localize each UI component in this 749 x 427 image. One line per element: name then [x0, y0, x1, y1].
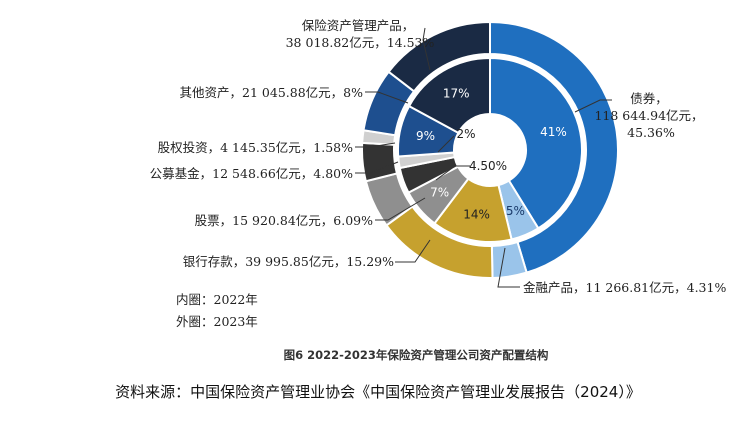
- inner-ring-label-6: 9%: [416, 129, 435, 143]
- leader-line-bond: [574, 99, 612, 113]
- inner-ring-label-3: 7%: [430, 186, 449, 200]
- source-note: 资料来源：中国保险资产管理业协会《中国保险资产管理业发展报告（2024）》: [115, 383, 641, 401]
- leader-line-inner-equity: [437, 135, 455, 153]
- outer-ring-slice-0: [489, 20, 619, 274]
- leader-lines: [355, 27, 612, 288]
- outer-ring-slice-7: [387, 20, 491, 93]
- label-bank-deposits: 银行存款，39 995.85亿元，15.29%: [183, 254, 394, 269]
- leader-line-amp: [422, 27, 431, 71]
- inner-ring-label-1: 5%: [506, 204, 525, 218]
- outer-ring-2023: [361, 20, 619, 279]
- inner-ring-label-7: 17%: [443, 86, 470, 100]
- label-public-funds: 公募基金，12 548.66亿元，4.80%: [150, 166, 353, 181]
- leader-line-other: [365, 91, 409, 104]
- label-stocks: 股票，15 920.84亿元，6.09%: [195, 213, 373, 228]
- inner-ring-label-0: 41%: [540, 125, 567, 139]
- label-other-assets: 其他资产，21 045.88亿元，8%: [180, 85, 364, 100]
- inner-ring-label-4: 4.50%: [469, 159, 507, 173]
- label-insurance-am-products: 保险资产管理产品， 38 018.82亿元，14.53%: [286, 18, 435, 50]
- chart-title: 图6 2022-2023年保险资产管理公司资产配置结构: [284, 348, 549, 362]
- leader-line-fund: [355, 161, 399, 174]
- outer-ring-slice-4: [361, 141, 399, 183]
- inner-ring-label-5: 2%: [456, 127, 475, 141]
- label-financial-products: 金融产品，11 266.81亿元，4.31%: [523, 280, 726, 295]
- inner-ring-2022: [397, 56, 583, 243]
- leader-line-deposit: [395, 239, 431, 263]
- leader-line-inner-fund: [435, 165, 470, 181]
- inner-ring-labels: 41% 5% 14% 7% 4.50% 2% 9% 17%: [416, 86, 567, 221]
- label-equity-investment: 股权投资，4 145.35亿元，1.58%: [158, 140, 353, 155]
- leader-line-financial: [497, 247, 520, 288]
- inner-ring-slice-7: [407, 56, 491, 135]
- leader-line-equity: [355, 142, 396, 148]
- inner-ring-legend: 内圈：2022年: [176, 292, 258, 307]
- label-bond: 债券， 118 644.94亿元， 45.36%: [594, 91, 707, 140]
- leader-line-stock: [375, 197, 426, 221]
- outer-ring-legend: 外圈：2023年: [176, 314, 258, 329]
- inner-ring-label-2: 14%: [463, 208, 490, 222]
